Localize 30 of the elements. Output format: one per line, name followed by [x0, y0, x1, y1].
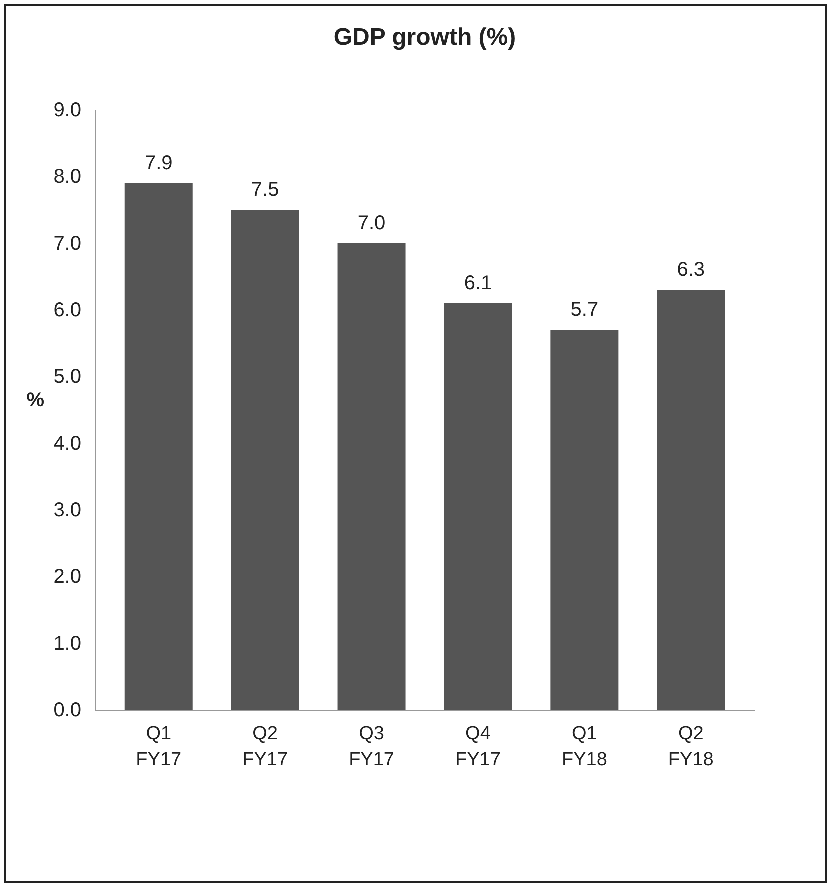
- y-tick-label: 6.0: [54, 300, 82, 322]
- data-label: 5.7: [570, 299, 599, 321]
- x-tick-label: Q2 FY17: [242, 724, 288, 770]
- bar: [338, 243, 406, 710]
- y-tick-label: 3.0: [54, 500, 82, 522]
- y-tick-label: 9.0: [54, 100, 82, 122]
- y-axis-title: %: [26, 390, 45, 412]
- x-tick-label: Q3 FY17: [349, 724, 394, 770]
- bar: [231, 210, 300, 710]
- x-tick-label: Q4 FY17: [456, 724, 501, 770]
- data-label: 7.5: [251, 179, 280, 201]
- y-tick-label: 1.0: [54, 632, 82, 655]
- y-tick-label: 7.0: [54, 232, 82, 255]
- x-tick-label: Q1 FY17: [136, 724, 182, 770]
- x-tick-label: Q1 FY18: [562, 724, 608, 770]
- chart-title: GDP growth (%): [334, 24, 516, 51]
- y-tick-label: 8.0: [54, 166, 82, 188]
- bar: [124, 183, 193, 710]
- y-tick-label: 0.0: [54, 700, 82, 722]
- y-tick-label: 4.0: [54, 432, 82, 455]
- data-label: 7.9: [144, 152, 173, 174]
- bar: [550, 330, 619, 710]
- data-label: 6.3: [677, 259, 706, 281]
- y-tick-label: 5.0: [54, 366, 82, 388]
- y-tick-label: 2.0: [54, 566, 82, 588]
- x-tick-label: Q2 FY18: [668, 724, 714, 770]
- bar: [444, 303, 512, 710]
- bar: [657, 290, 726, 710]
- data-label: 6.1: [464, 272, 492, 294]
- data-label: 7.0: [358, 212, 386, 234]
